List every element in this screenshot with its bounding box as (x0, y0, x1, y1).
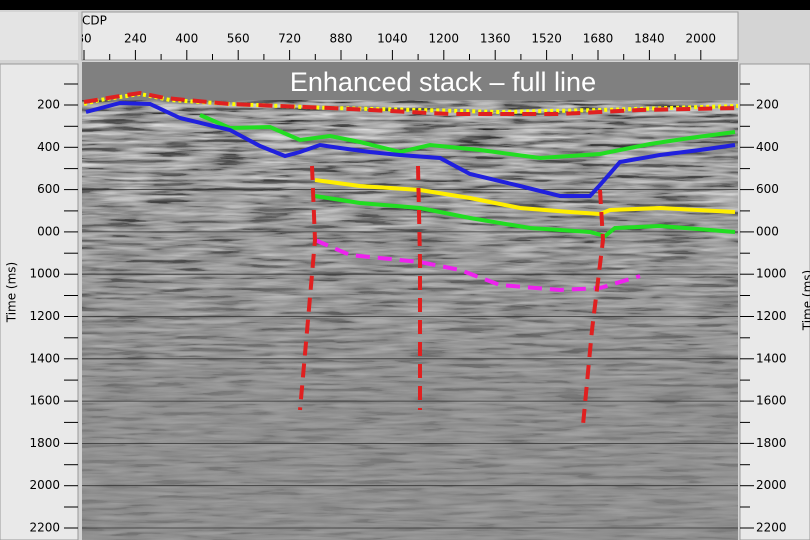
y2-tick-label: 1400 (756, 351, 787, 365)
title-band (82, 62, 738, 100)
horizon-yellow-mid (314, 178, 736, 217)
x-tick-label: 1040 (377, 32, 408, 46)
x-tick-label: 1200 (429, 32, 460, 46)
y2-tick-label: 2200 (756, 521, 787, 535)
title: Enhanced stack – full line (290, 67, 596, 97)
y2-tick-label: 1200 (756, 309, 787, 323)
x-tick-label: 1360 (480, 32, 511, 46)
x-tick-label: 2000 (686, 32, 717, 46)
time-lines (82, 189, 738, 529)
y2-tick-label: 1000 (756, 267, 787, 281)
y-tick-label: 000 (37, 224, 60, 238)
y2-tick-label: 400 (756, 140, 779, 154)
corner-panel (0, 12, 78, 60)
horizon-red-top (83, 90, 739, 116)
y2-tick-label: 200 (756, 98, 779, 112)
x-tick-label: 880 (330, 32, 353, 46)
right-axis-panel (739, 63, 810, 540)
y2-tick-label: 1800 (756, 436, 787, 450)
y-tick-label: 2200 (29, 521, 60, 535)
y-tick-label: 200 (37, 98, 60, 112)
horizon-green-shallow (199, 113, 736, 161)
horizons (83, 90, 739, 426)
y-tick-label: 1200 (29, 309, 60, 323)
y2-tick-label: 1600 (756, 394, 787, 408)
x-axis-label: CDP (82, 14, 107, 28)
fault-3 (581, 189, 606, 426)
y-tick-label: 400 (37, 140, 60, 154)
top-axis-panel (81, 11, 739, 61)
horizon-magenta (314, 238, 641, 293)
y2-axis-label: Time (ms) (801, 270, 810, 332)
y2-tick-label: 600 (756, 182, 779, 196)
x-tick-label: 1680 (583, 32, 614, 46)
fault-2 (416, 165, 422, 410)
y-tick-label: 1600 (29, 394, 60, 408)
x-tick-label: 1520 (531, 32, 562, 46)
x-tick-label: 1840 (634, 32, 665, 46)
x-tick-label: 720 (278, 32, 301, 46)
horizon-blue (85, 100, 736, 198)
y-tick-label: 1800 (29, 436, 60, 450)
horizon-yellow-top (83, 91, 739, 115)
y-axis-label: Time (ms) (5, 262, 19, 324)
fault-1 (298, 165, 318, 411)
x-tick-label: 240 (124, 32, 147, 46)
y-tick-label: 2000 (29, 478, 60, 492)
y2-tick-label: 000 (756, 224, 779, 238)
seismic-fade (82, 62, 738, 540)
x-tick-label: 560 (227, 32, 250, 46)
axis-ticks: 80 240 400 560 720 880 1040 1200 1360 1520 1680 184… (29, 32, 786, 535)
x-tick-label: 80 (76, 32, 91, 46)
top-strip (0, 0, 810, 10)
horizon-green-mid (314, 194, 736, 239)
x-tick-label: 400 (175, 32, 198, 46)
seismic-section (82, 62, 738, 540)
top-ticks: 80 240 400 560 720 880 1040 1200 1360 1520 1680 184… (76, 32, 717, 46)
left-axis-panel (0, 63, 79, 540)
y-tick-label: 1400 (29, 351, 60, 365)
y-tick-label: 600 (37, 182, 60, 196)
y2-tick-label: 2000 (756, 478, 787, 492)
y-tick-label: 1000 (29, 267, 60, 281)
